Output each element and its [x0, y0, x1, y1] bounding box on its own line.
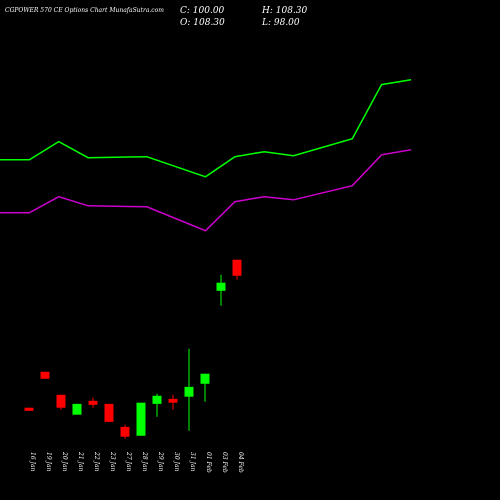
candle-body [152, 395, 162, 404]
x-tick-label: 16 Jan [29, 452, 36, 472]
ohlc-open: O: 108.30 [180, 18, 225, 28]
candle-body [184, 386, 194, 397]
chart-title: CGPOWER 570 CE Options Chart MunafaSutra… [5, 7, 164, 14]
x-tick-label: 01 Feb [205, 452, 212, 473]
candle-body [168, 398, 178, 403]
x-tick-label: 30 Jan [173, 452, 180, 472]
x-tick-label: 03 Feb [221, 452, 228, 473]
x-tick-label: 20 Jan [61, 451, 68, 472]
candle-body [120, 426, 130, 437]
x-tick-label: 04 Feb [237, 452, 244, 473]
x-tick-label: 28 Jan [141, 451, 148, 472]
x-tick-label: 22 Jan [93, 451, 100, 472]
x-tick-label: 27 Jan [125, 451, 132, 472]
candle-body [136, 402, 146, 436]
line-series [0, 149, 412, 232]
candle-body [216, 282, 226, 291]
x-tick-label: 31 Jan [189, 452, 196, 472]
candle-body [88, 400, 98, 405]
candle-body [72, 403, 82, 415]
x-tick-label: 19 Jan [45, 452, 52, 472]
ohlc-high: H: 108.30 [261, 6, 308, 16]
ohlc-close: C: 100.00 [180, 6, 225, 16]
candle-body [200, 373, 210, 384]
candle-body [24, 407, 34, 411]
x-tick-label: 29 Jan [157, 451, 164, 472]
x-tick-label: 21 Jan [77, 451, 84, 472]
candle-body [232, 259, 242, 276]
candle-body [104, 403, 114, 422]
x-tick-label: 23 Jan [109, 451, 116, 472]
ohlc-low: L: 98.00 [261, 18, 300, 28]
candle-body [40, 371, 50, 379]
candle-body [56, 394, 66, 408]
line-series [0, 79, 412, 178]
